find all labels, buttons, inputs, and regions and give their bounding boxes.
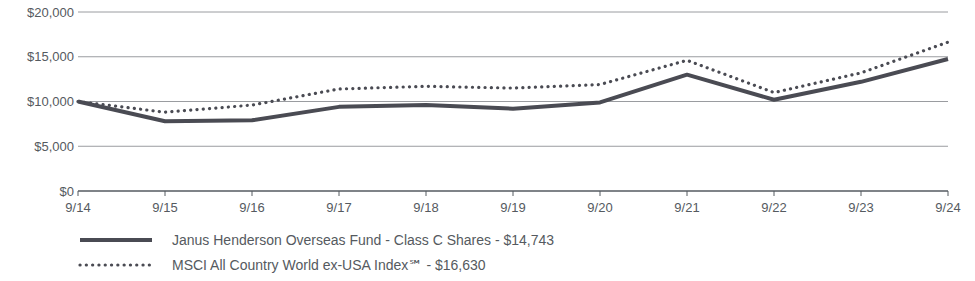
- x-tick: [687, 191, 688, 196]
- x-tick-label: 9/15: [152, 200, 177, 215]
- chart: $0 $5,000 $10,000 $15,000 $20,000 9/14 9/15 9/1…: [0, 0, 975, 281]
- y-tick-label: $0: [60, 184, 74, 199]
- x-tick: [948, 191, 949, 196]
- legend-swatch: [80, 263, 152, 266]
- x-tick: [774, 191, 775, 196]
- x-tick-label: 9/20: [587, 200, 612, 215]
- x-tick: [600, 191, 601, 196]
- x-tick-label: 9/17: [326, 200, 351, 215]
- grid-line: [78, 101, 948, 102]
- x-tick: [513, 191, 514, 196]
- x-tick: [252, 191, 253, 196]
- x-tick-label: 9/14: [65, 200, 90, 215]
- x-tick-label: 9/16: [239, 200, 264, 215]
- grid-line: [78, 12, 948, 13]
- x-tick: [426, 191, 427, 196]
- x-tick-label: 9/21: [674, 200, 699, 215]
- x-tick: [861, 191, 862, 196]
- x-tick-label: 9/19: [500, 200, 525, 215]
- legend-label: Janus Henderson Overseas Fund - Class C …: [172, 232, 554, 248]
- grid-line: [78, 56, 948, 57]
- y-tick-label: $20,000: [27, 5, 74, 20]
- x-tick-label: 9/23: [848, 200, 873, 215]
- y-tick-label: $5,000: [34, 139, 74, 154]
- legend-swatch: [80, 238, 152, 242]
- series-line: [78, 59, 948, 121]
- series-line: [78, 42, 948, 112]
- x-tick-label: 9/22: [761, 200, 786, 215]
- y-tick-label: $10,000: [27, 94, 74, 109]
- x-tick-label: 9/18: [413, 200, 438, 215]
- x-tick: [165, 191, 166, 196]
- legend-label: MSCI All Country World ex-USA Index℠ - $…: [172, 257, 486, 273]
- grid-line: [78, 146, 948, 147]
- plot-area: [78, 42, 948, 121]
- x-tick: [339, 191, 340, 196]
- y-tick-label: $15,000: [27, 49, 74, 64]
- x-tick: [78, 191, 79, 196]
- x-tick-label: 9/24: [935, 200, 960, 215]
